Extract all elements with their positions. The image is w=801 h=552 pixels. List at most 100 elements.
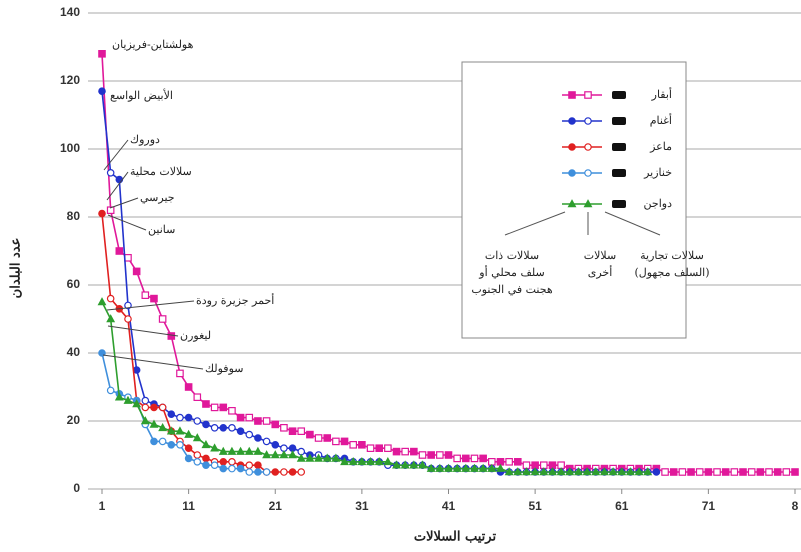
y-tick-label: 140 bbox=[60, 5, 80, 19]
marker bbox=[444, 451, 453, 459]
marker bbox=[219, 464, 228, 473]
marker bbox=[306, 430, 314, 439]
marker bbox=[584, 143, 592, 151]
marker bbox=[245, 461, 254, 470]
marker bbox=[392, 460, 401, 469]
x-tick-label: 8 bbox=[792, 499, 799, 513]
marker bbox=[522, 467, 531, 476]
marker bbox=[219, 403, 228, 412]
marker bbox=[98, 87, 106, 96]
y-tick-label: 60 bbox=[67, 277, 81, 291]
marker bbox=[245, 430, 254, 439]
marker bbox=[652, 468, 661, 476]
marker bbox=[568, 143, 576, 151]
marker bbox=[176, 413, 184, 422]
legend-label: خنازير bbox=[643, 166, 672, 179]
annotation-leader bbox=[107, 214, 147, 231]
legend-icon bbox=[612, 169, 626, 177]
marker bbox=[262, 437, 271, 446]
marker bbox=[401, 447, 409, 456]
y-tick-label: 20 bbox=[67, 413, 81, 427]
marker bbox=[123, 395, 133, 404]
marker bbox=[262, 468, 271, 476]
marker bbox=[591, 467, 601, 476]
marker bbox=[288, 468, 297, 476]
marker bbox=[210, 461, 219, 470]
marker bbox=[747, 468, 756, 476]
series-line bbox=[101, 213, 302, 473]
marker bbox=[599, 467, 609, 476]
marker bbox=[288, 427, 297, 436]
legend-label: ماعز bbox=[649, 140, 672, 153]
legend-bracket bbox=[604, 211, 661, 236]
marker bbox=[383, 456, 393, 466]
marker bbox=[418, 451, 427, 459]
marker bbox=[280, 424, 288, 432]
marker bbox=[228, 457, 236, 466]
annotation-leader bbox=[106, 171, 129, 201]
marker bbox=[435, 463, 445, 472]
marker bbox=[192, 433, 202, 442]
marker bbox=[158, 422, 168, 432]
legend-bracket bbox=[504, 211, 566, 236]
marker bbox=[167, 332, 176, 340]
marker bbox=[452, 463, 462, 472]
marker bbox=[426, 463, 436, 472]
marker bbox=[461, 463, 471, 472]
legend-note: (السلف مجهول) bbox=[634, 266, 709, 279]
marker bbox=[245, 468, 254, 476]
marker bbox=[98, 209, 106, 218]
marker bbox=[253, 446, 263, 455]
x-tick-label: 11 bbox=[182, 499, 195, 513]
annotation: ليغورن bbox=[180, 329, 211, 342]
marker bbox=[98, 49, 106, 58]
marker bbox=[140, 416, 150, 425]
marker bbox=[202, 461, 210, 470]
marker bbox=[158, 437, 167, 446]
annotation-leader bbox=[102, 354, 204, 370]
marker bbox=[158, 403, 167, 412]
marker bbox=[262, 450, 272, 459]
annotation-leader bbox=[106, 300, 195, 311]
marker bbox=[114, 392, 124, 401]
marker bbox=[505, 458, 513, 466]
marker bbox=[773, 468, 782, 476]
marker bbox=[150, 437, 158, 446]
marker bbox=[210, 443, 220, 452]
marker bbox=[167, 440, 176, 449]
legend-note: سلالات تجارية bbox=[640, 249, 704, 262]
marker bbox=[176, 440, 184, 449]
marker bbox=[617, 467, 627, 476]
marker bbox=[166, 426, 176, 435]
y-tick-label: 120 bbox=[60, 73, 80, 87]
marker bbox=[202, 454, 210, 463]
marker bbox=[271, 468, 280, 476]
marker bbox=[106, 169, 115, 177]
marker bbox=[193, 393, 202, 402]
marker bbox=[236, 464, 245, 473]
y-tick-label: 0 bbox=[73, 481, 80, 495]
marker bbox=[409, 460, 419, 469]
marker bbox=[193, 451, 202, 459]
marker bbox=[322, 453, 332, 462]
marker bbox=[765, 468, 773, 476]
marker bbox=[539, 467, 549, 476]
annotation: دوروك bbox=[130, 133, 160, 146]
marker bbox=[297, 468, 306, 476]
marker bbox=[436, 451, 444, 459]
y-tick-label: 40 bbox=[67, 345, 81, 359]
annotation: سانين bbox=[148, 223, 175, 236]
marker bbox=[184, 429, 194, 438]
marker bbox=[228, 407, 236, 415]
marker bbox=[236, 427, 245, 436]
x-tick-label: 71 bbox=[702, 499, 716, 513]
marker bbox=[193, 457, 202, 466]
annotation: أحمر جزيرة رودة bbox=[196, 293, 274, 307]
marker bbox=[756, 468, 765, 476]
marker bbox=[567, 199, 577, 208]
annotation-leader bbox=[109, 197, 139, 209]
annotation: سوفولك bbox=[205, 362, 243, 375]
annotation: الأبيض الواسع bbox=[110, 88, 173, 102]
marker bbox=[583, 199, 593, 208]
marker bbox=[115, 175, 124, 184]
